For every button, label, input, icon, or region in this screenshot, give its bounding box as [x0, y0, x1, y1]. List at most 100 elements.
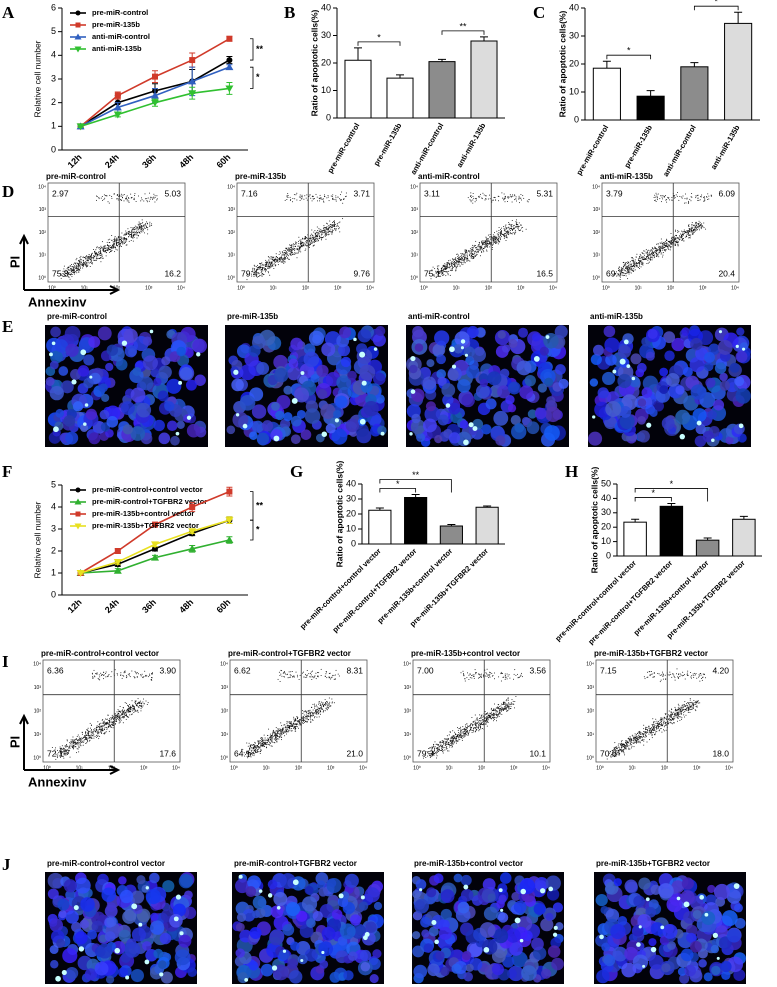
quadrant-value: 3.90 [159, 665, 176, 675]
cell-event [99, 255, 100, 256]
cell-event [117, 245, 118, 246]
cell-event [111, 240, 112, 241]
cell-event [695, 197, 696, 198]
cell-event [302, 710, 303, 711]
cell-event [131, 714, 132, 715]
cell-event [668, 198, 669, 199]
cell-event [290, 671, 291, 672]
cell-event [489, 236, 490, 237]
cell-event [309, 716, 310, 717]
cell-event [259, 275, 260, 276]
cell-event [92, 263, 93, 264]
cell-event [293, 728, 294, 729]
cell-event [82, 732, 83, 733]
cell-event [489, 195, 490, 196]
cell-event [148, 676, 149, 677]
cell-event [97, 258, 98, 259]
cell-event [132, 708, 133, 709]
cell-event [267, 742, 268, 743]
cell-event [650, 258, 651, 259]
cell-event [133, 709, 134, 710]
quadrant-value: 75.1 [424, 268, 441, 278]
cell-event [268, 264, 269, 265]
y-tick-label: 4 [51, 501, 56, 511]
cell-event [659, 246, 660, 247]
x-tick-label: 36h [140, 597, 158, 615]
cell-event [692, 224, 693, 225]
cell-event [301, 198, 302, 199]
cell-event [299, 724, 300, 725]
cell-event [138, 673, 139, 674]
cell-event [299, 249, 300, 250]
cell-event [677, 196, 678, 197]
cell-event [315, 236, 316, 237]
cell-event [501, 710, 502, 711]
cell-event [481, 242, 482, 243]
cell-event [99, 247, 100, 248]
cell-event [83, 737, 84, 738]
cell-event [93, 731, 94, 732]
cell-event [289, 250, 290, 251]
cell-event [120, 236, 121, 237]
cell-event [266, 747, 267, 748]
cell-event [72, 742, 73, 743]
cell-event [662, 198, 663, 199]
cell-event [453, 267, 454, 268]
cell-event [704, 201, 705, 202]
cell-event [302, 713, 303, 714]
cell-event [276, 736, 277, 737]
cell-event [306, 194, 307, 195]
cell-event [128, 717, 129, 718]
cell-event [89, 263, 90, 264]
cell-event [133, 227, 134, 228]
cell-event [691, 231, 692, 232]
cell-event [79, 742, 80, 743]
cell-event [320, 195, 321, 196]
cell-event [323, 230, 324, 231]
cell-event [291, 730, 292, 731]
cell-event [446, 265, 447, 266]
y-tick-label: 10⁴ [227, 184, 235, 190]
cell-event [109, 203, 110, 204]
cell-event [100, 673, 101, 674]
cell-event [625, 264, 626, 265]
cell-event [327, 702, 328, 703]
cell-event [111, 196, 112, 197]
cell-event [258, 268, 259, 269]
cell-event [141, 228, 142, 229]
cell-event [101, 255, 102, 256]
cell-event [125, 712, 126, 713]
cell-event [298, 728, 299, 729]
cell-event [445, 275, 446, 276]
cell-event [115, 247, 116, 248]
cell-event [113, 239, 114, 240]
quadrant-value: 17.6 [159, 748, 176, 758]
cell-event [290, 726, 291, 727]
cell-event [277, 732, 278, 733]
panel-letter: H [565, 462, 578, 481]
cell-event [478, 196, 479, 197]
cell-event [127, 711, 128, 712]
cell-event [72, 272, 73, 273]
cell-event [344, 198, 345, 199]
cell-event [513, 232, 514, 233]
cell-event [653, 249, 654, 250]
cell-event [273, 257, 274, 258]
cell-event [648, 257, 649, 258]
cell-event [268, 260, 269, 261]
cell-event [303, 723, 304, 724]
cell-event [519, 230, 520, 231]
cell-event [78, 272, 79, 273]
cell-event [102, 256, 103, 257]
data-point [226, 57, 232, 63]
cell-event [91, 732, 92, 733]
cell-event [126, 245, 127, 246]
cell-event [136, 700, 137, 701]
significance-bracket [442, 31, 484, 35]
cell-event [304, 239, 305, 240]
cell-event [625, 263, 626, 264]
cell-event [481, 251, 482, 252]
x-tick-label: 24h [103, 152, 121, 170]
cell-event [448, 751, 449, 752]
cell-event [93, 733, 94, 734]
